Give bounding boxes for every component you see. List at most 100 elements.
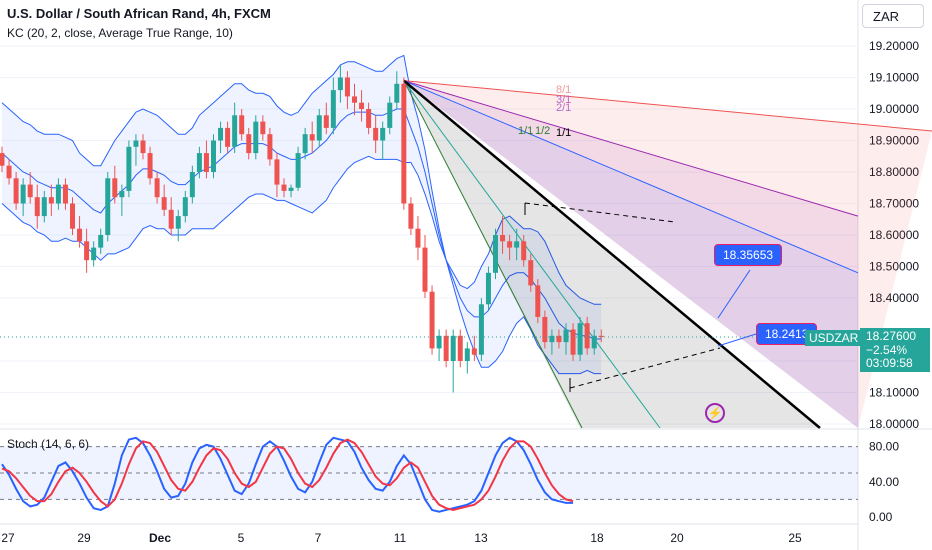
candle-body bbox=[112, 178, 118, 198]
candle-body bbox=[436, 335, 442, 349]
candle-body bbox=[584, 323, 590, 349]
candle-body bbox=[62, 184, 68, 204]
candle-body bbox=[316, 115, 322, 141]
candle-body bbox=[189, 172, 195, 198]
candle-body bbox=[168, 209, 174, 229]
fan-label: 1/1 bbox=[518, 125, 533, 137]
candle-body bbox=[309, 134, 315, 141]
candle-body bbox=[218, 127, 224, 141]
time-tick-label: 5 bbox=[238, 531, 245, 545]
price-axis-bg bbox=[858, 0, 932, 550]
candle-body bbox=[387, 102, 393, 128]
stoch-tick-label: 80.00 bbox=[869, 440, 899, 454]
time-tick-label: 29 bbox=[77, 531, 91, 545]
time-tick-label: 20 bbox=[670, 531, 684, 545]
gann-line-teal bbox=[403, 80, 661, 429]
bar-countdown: 03:09:58 bbox=[866, 356, 913, 370]
fan-label: 1/2 bbox=[535, 125, 550, 137]
candle-body bbox=[528, 260, 534, 286]
candle-body bbox=[514, 241, 520, 248]
stoch-label: Stoch (14, 6, 6) bbox=[7, 437, 90, 451]
candle-body bbox=[119, 190, 125, 198]
price-tick-label: 19.00000 bbox=[869, 102, 919, 116]
candle-body bbox=[598, 335, 604, 338]
price-tick-label: 18.40000 bbox=[869, 291, 919, 305]
candle-body bbox=[253, 121, 259, 154]
lightning-icon[interactable]: ⚡ bbox=[705, 403, 725, 423]
candle-body bbox=[267, 134, 273, 160]
candle-body bbox=[77, 228, 83, 242]
last-price-tag: 18.27600 −2.54% 03:09:58 bbox=[860, 328, 930, 372]
candle-body bbox=[493, 235, 498, 273]
candle-body bbox=[239, 115, 245, 135]
trendline-black bbox=[403, 79, 821, 429]
time-tick-label: Dec bbox=[149, 531, 171, 545]
candle-body bbox=[154, 178, 160, 198]
candle-body bbox=[443, 335, 449, 361]
callout-leader-lower bbox=[717, 333, 757, 347]
candle-body bbox=[359, 102, 365, 109]
candle-body bbox=[70, 203, 75, 229]
candle-body bbox=[415, 228, 421, 248]
currency-selector[interactable]: ZAR bbox=[862, 4, 924, 28]
candle-body bbox=[133, 140, 139, 147]
time-tick-label: 13 bbox=[474, 531, 488, 545]
candle-body bbox=[500, 235, 506, 242]
gann-fan-line bbox=[403, 80, 859, 274]
candle-body bbox=[288, 187, 294, 191]
candle-body bbox=[478, 304, 484, 355]
price-tick-label: 18.90000 bbox=[869, 134, 919, 148]
candle-body bbox=[457, 335, 463, 361]
gann-fan-line bbox=[403, 80, 932, 132]
candle-body bbox=[274, 159, 280, 185]
price-change: −2.54% bbox=[866, 342, 908, 357]
candle-body bbox=[337, 77, 343, 91]
candle-body bbox=[549, 335, 555, 343]
chart-title: U.S. Dollar / South African Rand, 4h, FX… bbox=[7, 6, 271, 21]
price-tick-label: 18.10000 bbox=[869, 386, 919, 400]
candle-body bbox=[20, 184, 26, 204]
gann-fan-zone bbox=[403, 80, 858, 429]
price-tick-label: 19.10000 bbox=[869, 71, 919, 85]
stoch-tick-label: 0.00 bbox=[869, 510, 893, 524]
candle-body bbox=[84, 241, 90, 261]
candle-body bbox=[401, 83, 407, 204]
gann-fan-zone bbox=[403, 80, 858, 429]
candle-body bbox=[196, 153, 202, 172]
symbol-tag: USDZAR bbox=[805, 330, 863, 346]
last-price: 18.27600 bbox=[866, 329, 917, 343]
candle-body bbox=[161, 197, 167, 210]
candle-body bbox=[281, 184, 287, 191]
candle-body bbox=[535, 285, 541, 317]
candle-body bbox=[105, 178, 111, 235]
price-tick-label: 18.50000 bbox=[869, 260, 919, 274]
candle-body bbox=[232, 115, 238, 147]
candle-body bbox=[246, 134, 252, 154]
stoch-d-line bbox=[1, 438, 574, 511]
candle-body bbox=[260, 121, 266, 135]
candle-body bbox=[591, 335, 597, 349]
candle-body bbox=[464, 348, 470, 361]
pattern-lower-dash bbox=[569, 347, 721, 389]
candle-body bbox=[330, 90, 336, 128]
keltner-mid bbox=[1, 108, 602, 340]
candle-body bbox=[373, 127, 379, 141]
candle-body bbox=[175, 216, 181, 229]
candle-body bbox=[471, 348, 477, 355]
candle-body bbox=[450, 335, 456, 361]
keltner-lower bbox=[1, 155, 602, 375]
candle-body bbox=[521, 241, 527, 261]
candle-body bbox=[126, 146, 132, 191]
candle-body bbox=[344, 77, 350, 97]
candle-body bbox=[203, 153, 209, 172]
time-tick-label: 11 bbox=[394, 531, 407, 545]
time-tick-label: 18 bbox=[590, 531, 604, 545]
candle-body bbox=[13, 178, 19, 204]
pattern-upper-dash bbox=[524, 202, 676, 223]
keltner-upper bbox=[1, 54, 602, 305]
price-tick-label: 18.00000 bbox=[869, 417, 919, 431]
candle-body bbox=[225, 127, 231, 147]
time-tick-label: 27 bbox=[1, 531, 15, 545]
candle-body bbox=[563, 329, 569, 343]
